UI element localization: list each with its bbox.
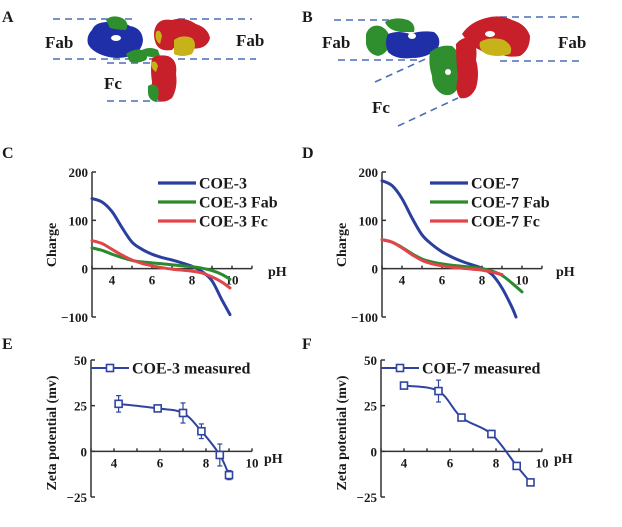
y-tick-label: 200 <box>359 165 379 180</box>
y-axis-title: Zeta potential (mv) <box>335 375 350 490</box>
x-axis-title: pH <box>264 452 283 467</box>
y-tick-label: 100 <box>359 213 379 228</box>
panel-letter-f: F <box>302 336 312 353</box>
y-tick-label: 100 <box>69 213 89 228</box>
legend-label: COE-7 Fc <box>471 214 540 231</box>
x-axis-title: pH <box>554 452 573 467</box>
panel-letter-b: B <box>302 9 313 26</box>
data-point-marker <box>399 381 409 390</box>
series-line-coe-7 <box>380 179 518 319</box>
x-tick-label: 6 <box>157 455 164 470</box>
data-point-marker <box>457 413 466 422</box>
chart-f-zeta: 50 25 0 −25 4 6 8 10 pH Zeta potential (mv) COE-7 … <box>335 353 573 505</box>
x-tick-label: 6 <box>439 273 446 288</box>
legend-label: COE-3 measured <box>132 361 250 378</box>
panel-letter-e: E <box>2 336 13 353</box>
legend-label: COE-3 <box>199 176 247 193</box>
data-point-marker <box>114 399 123 409</box>
x-tick-label: 10 <box>536 455 549 470</box>
y-tick-label: 200 <box>69 165 89 180</box>
series-line-coe-7-measured <box>403 384 532 484</box>
data-point-marker <box>512 461 522 471</box>
y-tick-label: 0 <box>371 444 378 459</box>
y-tick-label: 0 <box>82 262 89 277</box>
label-a-fab-left: Fab <box>45 33 73 52</box>
legend-marker <box>395 363 405 373</box>
data-point-marker <box>434 386 443 396</box>
legend-label: COE-3 Fab <box>199 195 278 212</box>
panel-letter-c: C <box>2 145 14 162</box>
panel-b: B Fab Fab Fc <box>302 9 586 127</box>
y-tick-label: −25 <box>67 490 88 505</box>
label-b-fab-left: Fab <box>322 33 350 52</box>
antibody-structure-b <box>366 16 530 99</box>
y-tick-label: −25 <box>357 490 378 505</box>
data-point-marker <box>487 429 496 439</box>
x-tick-label: 8 <box>203 455 210 470</box>
x-axis-title: pH <box>556 265 575 280</box>
x-tick-label: 6 <box>447 455 454 470</box>
y-tick-label: −100 <box>351 310 378 325</box>
x-tick-label: 4 <box>111 455 118 470</box>
dashline-b-fc-bottom <box>397 97 459 127</box>
y-axis-title: Charge <box>335 223 350 267</box>
chart-d-charge: 200 100 0 −100 4 6 8 10 pH Charge COE-7 COE-7 Fab CO… <box>335 165 575 325</box>
x-tick-label: 8 <box>493 455 500 470</box>
y-tick-label: 25 <box>74 399 88 414</box>
label-a-fc: Fc <box>104 74 122 93</box>
data-point-marker <box>224 470 234 480</box>
legend-label: COE-7 Fab <box>471 195 550 212</box>
series-line-coe-3-measured <box>117 402 230 477</box>
x-tick-label: 10 <box>226 273 239 288</box>
x-tick-label: 6 <box>149 273 156 288</box>
y-tick-label: −100 <box>61 310 88 325</box>
data-point-marker <box>215 450 225 460</box>
data-point-marker <box>197 426 206 436</box>
y-tick-label: 25 <box>364 399 378 414</box>
x-tick-label: 8 <box>189 273 196 288</box>
antibody-structure-a <box>87 16 210 102</box>
x-tick-label: 8 <box>479 273 486 288</box>
legend-label: COE-3 Fc <box>199 214 268 231</box>
label-b-fab-right: Fab <box>558 33 586 52</box>
dashline-b-fc-top <box>374 55 433 83</box>
y-axis-title: Charge <box>45 223 60 267</box>
legend-label: COE-7 measured <box>422 361 540 378</box>
data-point-marker <box>178 408 188 418</box>
series-line-coe-7-fc <box>380 238 504 276</box>
x-tick-label: 10 <box>516 273 529 288</box>
y-tick-label: 50 <box>74 353 87 368</box>
y-tick-label: 0 <box>372 262 379 277</box>
series-line-coe-3 <box>90 197 232 317</box>
series-line-coe-3-fab <box>90 246 232 281</box>
panel-a: A Fab Fab Fc <box>2 9 264 102</box>
x-tick-label: 10 <box>246 455 259 470</box>
x-axis-title: pH <box>268 265 287 280</box>
data-point-marker <box>153 404 162 413</box>
label-b-fc: Fc <box>372 98 390 117</box>
x-tick-label: 4 <box>399 273 406 288</box>
panel-letter-d: D <box>302 145 314 162</box>
label-a-fab-right: Fab <box>236 31 264 50</box>
panel-letter-a: A <box>2 9 14 26</box>
y-tick-label: 50 <box>364 353 377 368</box>
chart-c-charge: 200 100 0 −100 4 6 8 10 pH Charge COE-3 COE-3 Fab CO… <box>45 165 287 325</box>
series-line-coe-3-fc <box>90 239 232 290</box>
x-tick-label: 4 <box>401 455 408 470</box>
x-tick-label: 4 <box>109 273 116 288</box>
legend-marker <box>105 363 115 373</box>
data-point-marker <box>526 478 535 487</box>
chart-e-zeta: 50 25 0 −25 4 6 8 10 pH Zeta potential (mv) COE-3 … <box>45 353 283 505</box>
y-axis-title: Zeta potential (mv) <box>45 375 60 490</box>
legend-label: COE-7 <box>471 176 519 193</box>
y-tick-label: 0 <box>81 444 88 459</box>
